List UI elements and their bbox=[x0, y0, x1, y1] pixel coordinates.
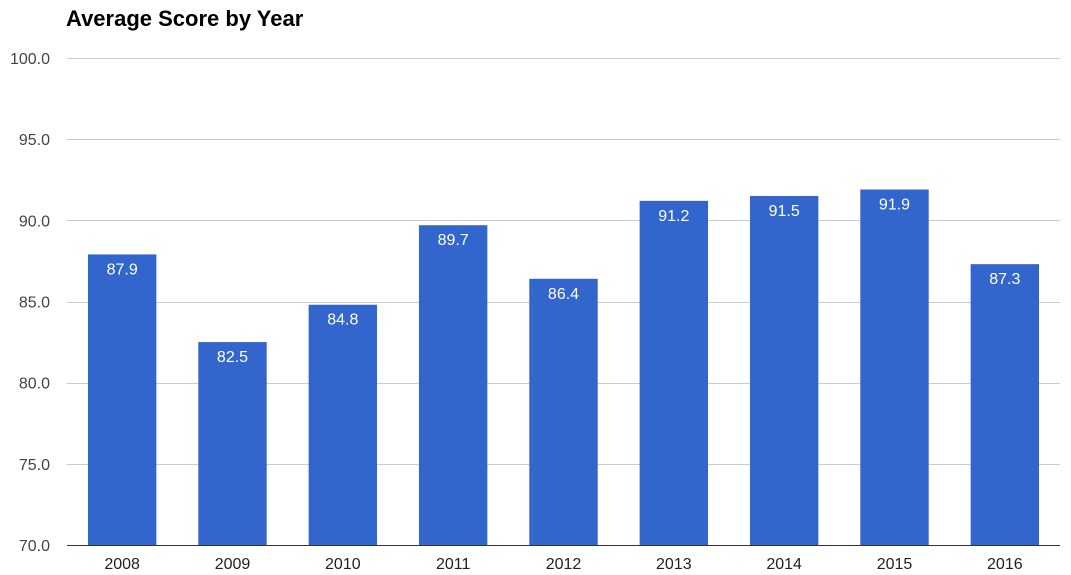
data-label: 91.9 bbox=[879, 196, 910, 213]
y-tick-label: 75.0 bbox=[19, 457, 50, 474]
y-tick-label: 100.0 bbox=[10, 51, 50, 68]
x-axis-ticks: 2008 2009 2010 2011 2012 2013 2014 2015 2016 bbox=[104, 556, 1022, 573]
x-tick-label: 2009 bbox=[215, 556, 251, 573]
data-label: 86.4 bbox=[548, 286, 579, 303]
y-tick-label: 80.0 bbox=[19, 376, 50, 393]
bar-2010 bbox=[308, 304, 378, 545]
bars bbox=[87, 189, 1040, 546]
x-tick-label: 2013 bbox=[656, 556, 692, 573]
bar-2013 bbox=[639, 200, 709, 545]
y-tick-label: 95.0 bbox=[19, 132, 50, 149]
data-label: 87.9 bbox=[107, 261, 138, 278]
data-label: 87.3 bbox=[989, 271, 1020, 288]
bar-2016 bbox=[970, 264, 1040, 545]
x-tick-label: 2012 bbox=[546, 556, 582, 573]
data-label: 91.5 bbox=[769, 203, 800, 220]
x-tick-label: 2014 bbox=[766, 556, 802, 573]
y-tick-label: 90.0 bbox=[19, 213, 50, 230]
y-tick-label: 85.0 bbox=[19, 295, 50, 312]
bar-2014 bbox=[749, 195, 819, 545]
x-tick-label: 2008 bbox=[104, 556, 140, 573]
bar-2011 bbox=[418, 225, 488, 545]
chart-title: Average Score by Year bbox=[66, 6, 304, 31]
data-label: 89.7 bbox=[438, 232, 469, 249]
data-labels: 87.9 82.5 84.8 89.7 86.4 91.2 91.5 91.9 87.3 bbox=[107, 196, 1021, 366]
bar-2008 bbox=[87, 254, 157, 545]
x-tick-label: 2011 bbox=[436, 556, 471, 573]
data-label: 82.5 bbox=[217, 349, 248, 366]
bar-2015 bbox=[860, 189, 929, 546]
data-label: 84.8 bbox=[327, 312, 358, 329]
x-tick-label: 2015 bbox=[877, 556, 913, 573]
x-tick-label: 2010 bbox=[325, 556, 361, 573]
y-tick-label: 70.0 bbox=[19, 538, 50, 555]
y-axis-ticks: 70.0 75.0 80.0 85.0 90.0 95.0 100.0 bbox=[10, 51, 50, 555]
bar-2009 bbox=[198, 342, 267, 545]
bar-2012 bbox=[529, 278, 598, 545]
x-tick-label: 2016 bbox=[987, 556, 1023, 573]
data-label: 91.2 bbox=[658, 208, 689, 225]
